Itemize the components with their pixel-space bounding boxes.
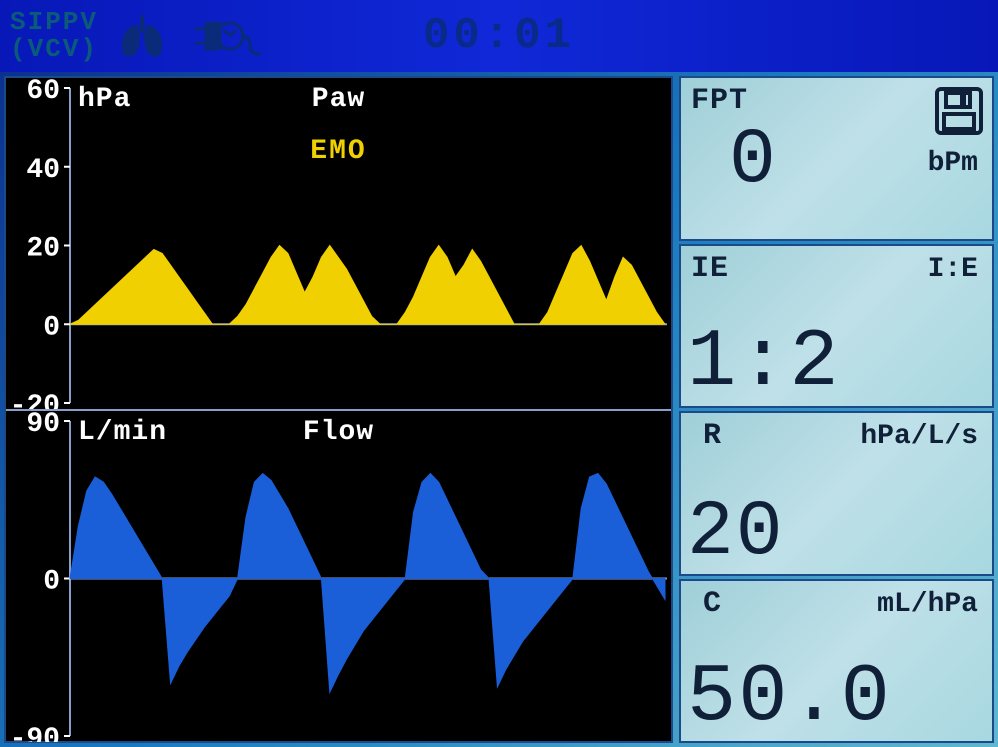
header-icons: [116, 13, 262, 59]
paw-unit-label: hPa: [78, 84, 131, 115]
power-plug-icon: [190, 13, 262, 59]
ie-value: 1:2: [687, 322, 841, 404]
svg-text:0: 0: [43, 566, 60, 597]
flow-title: Flow: [303, 417, 374, 448]
c-unit: mL/hPa: [877, 589, 978, 620]
flow-chart-svg: -90 0 90: [6, 411, 671, 742]
fpt-value: 0: [729, 122, 778, 200]
mode-label: SIPPV (VCV): [10, 9, 98, 64]
c-tile[interactable]: C mL/hPa 50.0: [679, 579, 994, 744]
lungs-icon: [116, 13, 168, 59]
svg-text:40: 40: [26, 155, 60, 186]
paw-title: Paw: [312, 84, 365, 115]
waveform-charts: -20 0 20 40 60 hPa Paw EMO -90 0 90 L/min Flow: [4, 76, 673, 743]
fpt-tile[interactable]: FPT 0 bPm: [679, 76, 994, 241]
mode-line1: SIPPV: [10, 9, 98, 36]
svg-text:0: 0: [43, 312, 60, 343]
save-disk-icon[interactable]: [934, 86, 984, 141]
r-unit: hPa/L/s: [860, 421, 978, 452]
r-tile[interactable]: R hPa/L/s 20: [679, 411, 994, 576]
mode-line2: (VCV): [10, 36, 98, 63]
svg-text:-20: -20: [10, 391, 60, 409]
svg-text:90: 90: [26, 411, 60, 440]
paw-chart: -20 0 20 40 60 hPa Paw EMO: [6, 78, 671, 409]
fpt-unit: bPm: [928, 148, 978, 179]
timer-display: 00:01: [423, 11, 575, 61]
flow-chart: -90 0 90 L/min Flow: [6, 409, 671, 742]
ie-tile[interactable]: IE I:E 1:2: [679, 244, 994, 409]
paw-overlay-text: EMO: [310, 136, 366, 167]
paw-chart-svg: -20 0 20 40 60: [6, 78, 671, 409]
flow-unit-label: L/min: [78, 417, 167, 448]
c-value: 50.0: [687, 657, 892, 739]
svg-text:60: 60: [26, 78, 60, 107]
header-bar: SIPPV (VCV): [0, 0, 998, 72]
ie-sublabel: I:E: [928, 254, 978, 285]
svg-text:20: 20: [26, 234, 60, 265]
r-value: 20: [687, 494, 785, 572]
svg-text:-90: -90: [10, 724, 60, 742]
side-panel: FPT 0 bPm IE I:E 1:2 R h: [679, 76, 994, 743]
